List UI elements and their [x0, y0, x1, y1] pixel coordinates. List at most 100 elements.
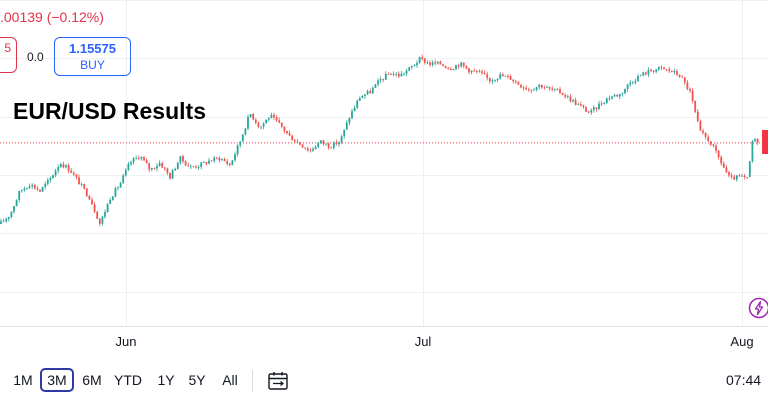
- candle-body: [148, 163, 151, 170]
- candle-body: [330, 147, 333, 149]
- candle-body: [717, 150, 720, 158]
- candle-body: [663, 67, 665, 70]
- range-ytd-button[interactable]: YTD: [114, 372, 142, 388]
- candle-body: [551, 88, 554, 90]
- candle-body: [65, 165, 67, 168]
- candle-body: [720, 157, 723, 164]
- x-tick-label: Jul: [415, 334, 432, 349]
- candle-body: [369, 91, 372, 94]
- candle-body: [93, 204, 96, 212]
- candle-body: [704, 132, 707, 137]
- lightning-icon[interactable]: [748, 297, 768, 319]
- candle-body: [455, 65, 457, 70]
- candle-body: [413, 65, 416, 67]
- range-1y-button[interactable]: 1Y: [157, 372, 175, 388]
- candle-body: [122, 175, 125, 183]
- candle-body: [728, 172, 730, 176]
- range-1m-button[interactable]: 1M: [13, 372, 33, 388]
- candle-body: [462, 62, 465, 66]
- candle-body: [650, 69, 652, 72]
- candle-body: [327, 143, 330, 148]
- candle-body: [13, 206, 15, 212]
- buy-button[interactable]: 1.15575 BUY: [54, 37, 131, 76]
- candle-body: [392, 74, 395, 76]
- candle-body: [390, 74, 392, 75]
- candle-body: [210, 160, 213, 162]
- candle-body: [473, 70, 476, 72]
- candle-body: [75, 174, 78, 178]
- candle-body: [5, 218, 8, 222]
- candle-body: [140, 157, 143, 159]
- x-tick-label: Aug: [730, 334, 753, 349]
- candle-body: [561, 92, 564, 96]
- candle-body: [124, 169, 127, 176]
- candle-body: [478, 71, 481, 73]
- candle-body: [39, 189, 41, 192]
- calendar-range-icon[interactable]: [266, 369, 290, 393]
- candle-body: [410, 66, 413, 68]
- candle-body: [161, 163, 164, 168]
- candle-body: [538, 84, 541, 88]
- candle-body: [566, 96, 569, 98]
- candle-body: [665, 69, 668, 70]
- candle-body: [119, 182, 122, 188]
- candle-body: [655, 69, 658, 72]
- candle-body: [676, 71, 678, 75]
- candle-body: [540, 84, 543, 88]
- candle-body: [418, 57, 421, 63]
- candle-body: [488, 77, 491, 82]
- candle-body: [306, 148, 309, 151]
- candle-body: [176, 162, 179, 169]
- range-6m-button[interactable]: 6M: [82, 372, 102, 388]
- range-all-button[interactable]: All: [222, 372, 238, 388]
- candle-body: [403, 73, 405, 75]
- range-5y-button[interactable]: 5Y: [188, 372, 206, 388]
- candle-body: [756, 139, 759, 143]
- candle-body: [449, 68, 452, 71]
- candle-body: [364, 94, 366, 97]
- candle-body: [106, 203, 109, 213]
- candle-body: [10, 211, 13, 217]
- candle-body: [618, 94, 621, 97]
- candle-body: [585, 107, 587, 112]
- candle-body: [681, 76, 684, 78]
- candle-body: [426, 62, 429, 64]
- candle-body: [226, 161, 229, 164]
- candle-body: [657, 66, 660, 70]
- candle-body: [221, 159, 223, 161]
- candle-body: [642, 72, 645, 76]
- candle-body: [166, 168, 169, 173]
- candle-body: [725, 167, 728, 173]
- candle-body: [691, 90, 694, 101]
- chart-title: EUR/USD Results: [13, 98, 206, 124]
- range-3m-button[interactable]: 3M: [40, 368, 74, 392]
- candle-body: [491, 80, 494, 82]
- candle-body: [332, 142, 335, 148]
- candle-body: [187, 165, 190, 167]
- candle-body: [595, 107, 598, 109]
- clock: 07:44: [726, 372, 762, 388]
- candle-body: [83, 183, 86, 189]
- candle-body: [231, 160, 234, 166]
- candle-body: [26, 187, 28, 189]
- candle-body: [553, 88, 556, 90]
- sell-button[interactable]: 5: [0, 37, 17, 73]
- candle-body: [338, 142, 340, 145]
- candle-body: [70, 170, 73, 173]
- candle-body: [7, 216, 10, 219]
- candle-body: [746, 176, 749, 178]
- candle-body: [754, 139, 756, 142]
- candle-body: [535, 87, 538, 90]
- candle-body: [624, 88, 626, 94]
- candle-body: [374, 84, 377, 88]
- price-chart[interactable]: Jun Jul Aug: [0, 0, 768, 362]
- candle-body: [683, 77, 686, 83]
- candle-body: [631, 82, 634, 84]
- candle-body: [114, 188, 117, 197]
- candle-body: [0, 221, 2, 224]
- candle-body: [195, 166, 197, 168]
- candle-body: [504, 75, 507, 77]
- candle-body: [603, 102, 606, 104]
- candle-body: [579, 104, 582, 106]
- candle-body: [356, 100, 359, 108]
